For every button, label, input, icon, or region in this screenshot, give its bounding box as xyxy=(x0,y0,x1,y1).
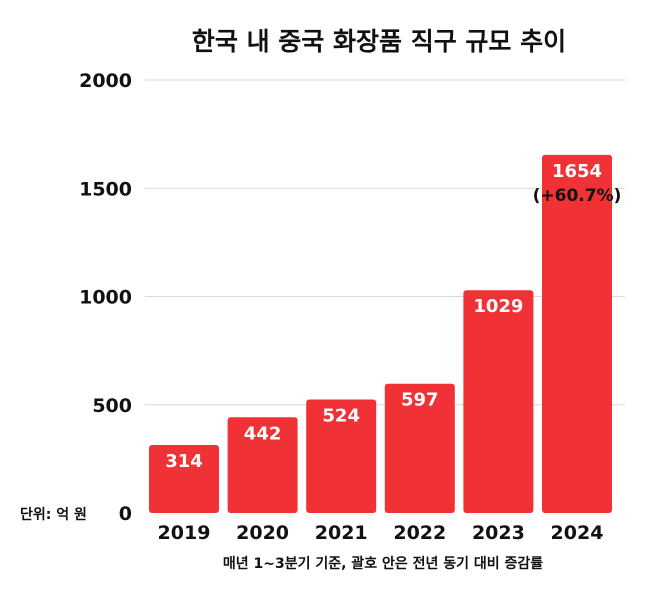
bar-2019 xyxy=(149,445,219,513)
data-labels: 314 442 524 597 1029 1654 xyxy=(165,161,602,472)
data-label-2024: 1654 xyxy=(552,161,602,182)
bar-2021 xyxy=(306,399,377,513)
x-tick-label-2023: 2023 xyxy=(472,522,525,544)
x-axis-ticks: 2019 2020 2021 2022 2023 2024 xyxy=(158,522,604,544)
unit-label: 단위: 억 원 xyxy=(20,506,87,523)
y-tick-label-1000: 1000 xyxy=(79,287,132,309)
y-axis-ticks: 0 500 1000 1500 2000 xyxy=(79,70,132,525)
bar-2023 xyxy=(463,290,534,513)
footnote: 매년 1~3분기 기준, 괄호 안은 전년 동기 대비 증감률 xyxy=(223,555,543,572)
x-tick-label-2022: 2022 xyxy=(393,522,446,544)
bar-2024 xyxy=(542,154,612,513)
data-label-2021: 524 xyxy=(322,406,360,427)
bar-2022 xyxy=(384,383,455,513)
x-tick-label-2021: 2021 xyxy=(315,522,368,544)
annotation-growth-rate: (+60.7%) xyxy=(533,186,622,206)
bars xyxy=(149,154,612,513)
y-tick-label-0: 0 xyxy=(119,503,132,525)
y-tick-label-2000: 2000 xyxy=(79,70,132,92)
x-tick-label-2024: 2024 xyxy=(551,522,604,544)
data-label-2023: 1029 xyxy=(473,296,523,317)
data-label-2019: 314 xyxy=(165,451,203,472)
data-label-2022: 597 xyxy=(401,390,439,411)
y-tick-label-1500: 1500 xyxy=(79,178,132,200)
x-tick-label-2020: 2020 xyxy=(236,522,289,544)
chart-title: 한국 내 중국 화장품 직구 규모 추이 xyxy=(192,27,566,56)
x-tick-label-2019: 2019 xyxy=(158,522,211,544)
data-label-2020: 442 xyxy=(244,423,282,444)
y-tick-label-500: 500 xyxy=(92,395,132,417)
bar-2020 xyxy=(227,417,298,513)
